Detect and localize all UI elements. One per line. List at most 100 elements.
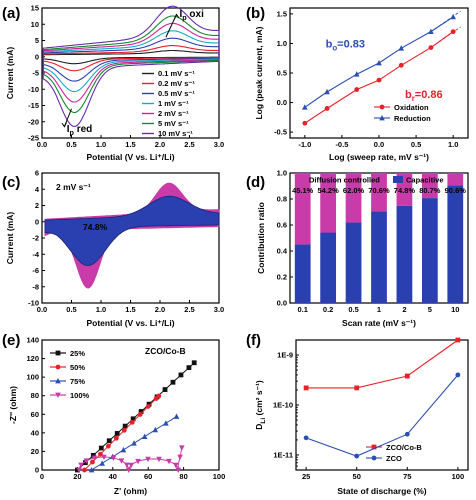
panel-f-diffusion: (f) 25 50 75 100 1E-11 1E-10 1E-9 State of disch… (246, 332, 469, 496)
red-peak-label: Ip red (67, 124, 93, 137)
y-tick-label: 5 (35, 36, 39, 45)
y-tick-label: 10 (31, 20, 39, 29)
data-point (122, 423, 128, 429)
y-tick-label: 0.2 (277, 273, 287, 282)
diffusion-bar (294, 173, 311, 245)
cv-curve (42, 15, 220, 114)
legend-entry: 5 mV s⁻¹ (158, 119, 189, 128)
legend-marker (55, 364, 61, 370)
panel-d-bars: (d) 0.1 0.2 0.5 1 2 5 10 0.0 0.2 0.4 0.6 0.8 1.0 Scan … (246, 169, 469, 328)
data-point (166, 458, 172, 465)
data-point (146, 401, 152, 407)
data-point (120, 446, 127, 453)
x-tick-label: 40 (109, 472, 117, 481)
y-tick-label: 40 (31, 428, 39, 437)
y-axis-label: Contribution ratio (256, 202, 266, 274)
capacitive-percent: 74.8% (83, 222, 108, 232)
data-point (88, 467, 95, 473)
panel-b-loglog: (b) -1.0 -0.5 0.0 0.5 1.0 -0.5 0.0 0.5 1.0 1.5 Log … (246, 5, 469, 162)
data-point (98, 445, 104, 451)
y-tick-label: -5 (32, 69, 39, 78)
y-tick-label: -8 (32, 282, 39, 291)
x-tick-label: 0.1 (297, 305, 307, 314)
data-point (90, 452, 96, 458)
data-point (82, 460, 88, 466)
x-axis-label: Log (sweep rate, mV s⁻¹) (329, 152, 429, 162)
x-tick-label: 2.0 (155, 140, 165, 149)
x-axis-label: Scan rate (mV s⁻¹) (342, 318, 416, 328)
panel-a-cv: (a) 0.0 0.5 1.0 1.5 2.0 2.5 3.0 -25 -20 -15 -10 -5 0 5… (2, 4, 224, 163)
data-point (376, 77, 382, 83)
scan-rate-label: 2 mV s⁻¹ (56, 182, 91, 192)
data-point (302, 120, 308, 126)
data-point (101, 454, 107, 460)
legend-entry: 1 mV s⁻¹ (158, 99, 189, 108)
x-tick-label: 0.5 (348, 305, 358, 314)
data-point (324, 106, 330, 111)
data-point (303, 385, 309, 391)
y-tick-label: 80 (31, 391, 39, 400)
y-tick-label: 4 (35, 185, 40, 194)
data-point (162, 387, 168, 392)
red-arrowhead (61, 122, 67, 128)
y-tick-label: 20 (31, 447, 39, 456)
data-point (170, 379, 176, 385)
data-point (145, 456, 151, 463)
data-point (118, 458, 125, 464)
x-tick-label: 50 (353, 472, 361, 481)
legend-entry: 0.5 mV s⁻¹ (158, 89, 195, 98)
data-point (163, 420, 169, 426)
y-tick-label: -4 (32, 250, 39, 259)
y-tick-label: -25 (28, 134, 39, 143)
y-axis-label: Log (peak current, mA) (254, 26, 264, 119)
y-tick-label: 0.8 (277, 195, 287, 204)
y-axis-label: -Z'' (ohm) (8, 386, 18, 424)
panel-c-area: (c) 0.0 0.5 1.0 1.5 2.0 2.5 3.0 -10 -8 -6 -4 -2 0 2 4 6 P… (2, 169, 224, 329)
y-tick-label: -10 (28, 85, 39, 94)
x-axis-label: Z' (ohm) (114, 486, 147, 496)
data-point (404, 373, 410, 379)
plot-frame (295, 339, 469, 471)
x-axis-label: Potential (V vs. Li⁺/Li) (86, 318, 174, 328)
y-tick-label: 0.0 (277, 98, 287, 107)
x-tick-label: 1.0 (448, 140, 458, 149)
y-tick-label: 1E-9 (277, 351, 293, 360)
legend-entry: ZCO/Co-B (386, 443, 422, 452)
x-tick-label: 0.0 (37, 305, 47, 314)
y-tick-label: 0.0 (277, 299, 287, 308)
y-tick-label: 0 (35, 466, 39, 475)
data-point (455, 372, 461, 378)
x-tick-label: 0 (40, 472, 44, 481)
legend-swatch (296, 176, 306, 183)
x-tick-label: 1.0 (96, 140, 106, 149)
x-tick-label: 75 (403, 472, 411, 481)
x-axis-label: State of discharge (%) (337, 486, 426, 496)
diffusion-bar (320, 173, 337, 233)
data-point (114, 431, 120, 436)
y-tick-label: 2 (35, 201, 39, 210)
panel-e-nyquist: (e) 0 20 40 60 80 100 0 20 40 60 80 100 120 140 Z' (ohm… (2, 332, 225, 496)
data-point (175, 467, 182, 473)
y-tick-label: 120 (26, 354, 39, 363)
b-oxidation-label: bo=0.83 (326, 39, 365, 53)
data-point (99, 460, 105, 466)
capacitive-bar (345, 222, 362, 303)
x-tick-label: -0.5 (335, 140, 348, 149)
legend-entry: 0.2 mV s⁻¹ (158, 79, 195, 88)
data-point (428, 28, 434, 35)
y-tick-label: 1.0 (277, 169, 287, 178)
panel-c-label: (c) (2, 174, 20, 191)
x-tick-label: 100 (213, 472, 226, 481)
data-point (455, 337, 461, 343)
panel-d-label: (d) (246, 174, 265, 191)
y-tick-label: 0.4 (277, 247, 288, 256)
data-point (173, 413, 180, 419)
x-tick-label: 0.5 (411, 140, 421, 149)
y-tick-label: 60 (31, 410, 39, 419)
y-tick-label: 140 (26, 336, 39, 345)
fit-extension (430, 10, 461, 33)
data-point (121, 427, 127, 433)
x-tick-label: 0.0 (37, 140, 47, 149)
bar-percent-label: 45.1% (292, 186, 314, 195)
